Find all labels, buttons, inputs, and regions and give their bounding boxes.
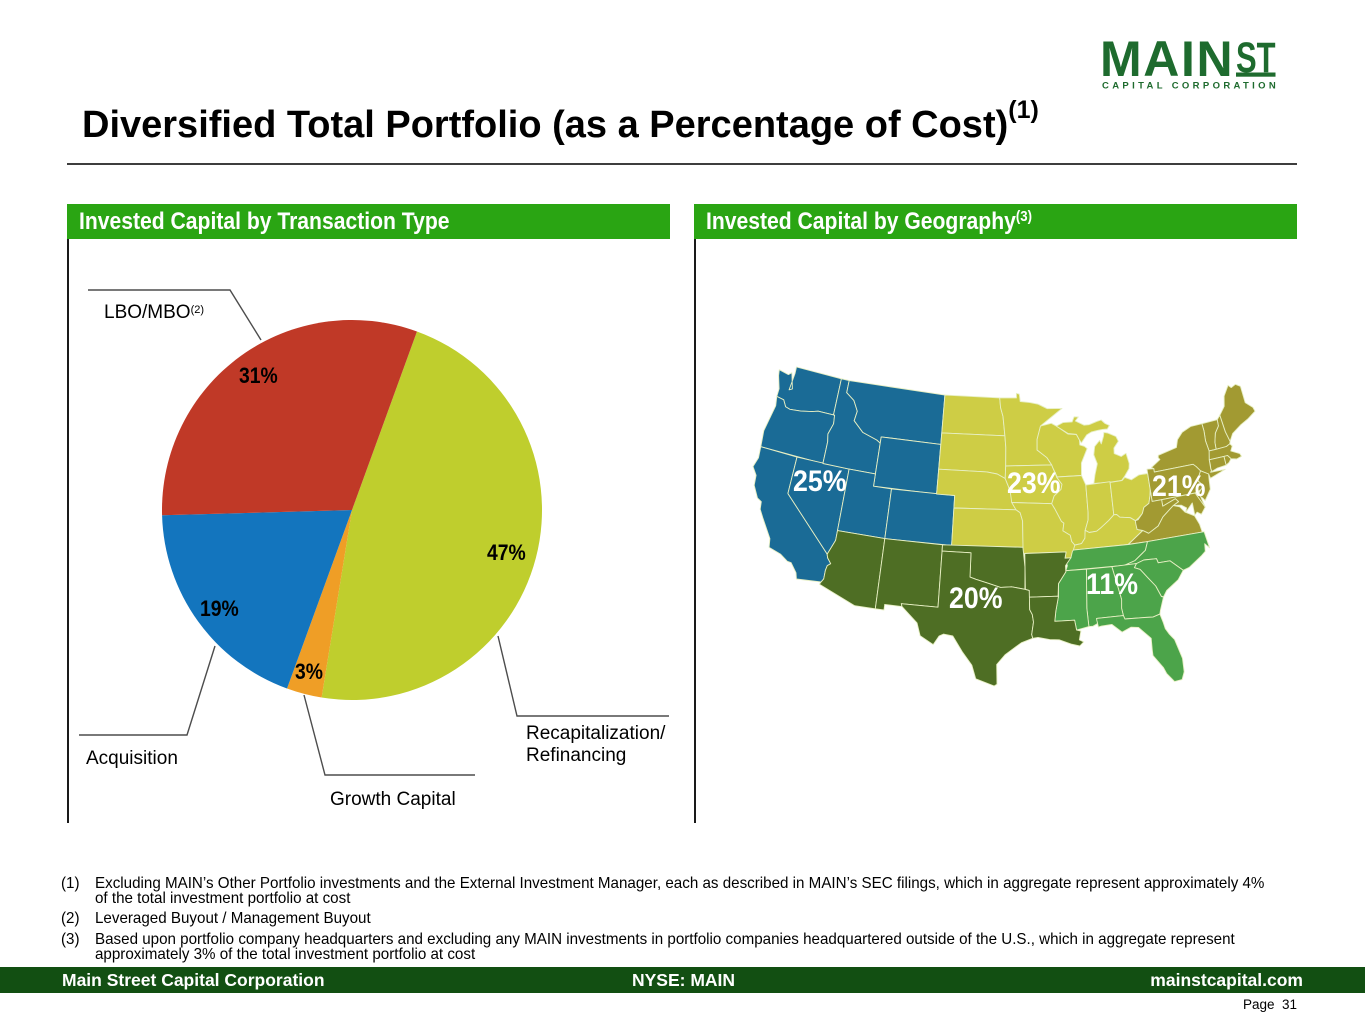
svg-text:MAIN: MAIN (1100, 36, 1234, 87)
svg-text:CAPITAL CORPORATION: CAPITAL CORPORATION (1102, 81, 1279, 92)
